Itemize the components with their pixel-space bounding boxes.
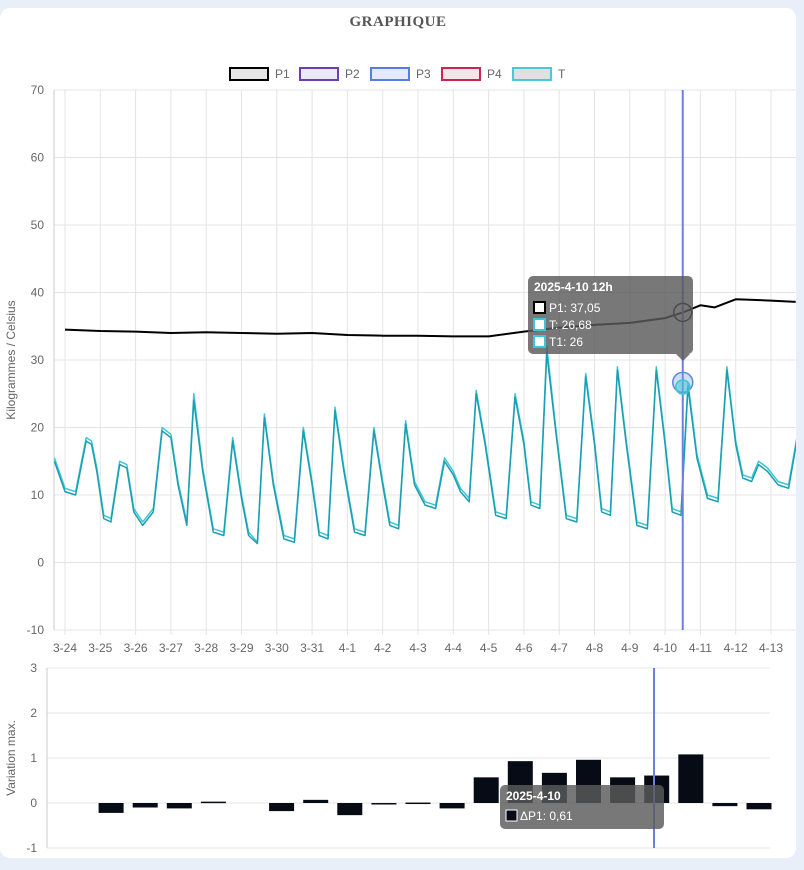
top-x-tick-label: 3-31 (300, 641, 324, 655)
top-x-tick-label: 4-9 (621, 641, 639, 655)
tooltip-top-line: T: 26,68 (549, 318, 592, 332)
top-x-tick-label: 4-5 (480, 641, 498, 655)
tooltip-top-swatch (533, 335, 546, 348)
top-chart-grid (54, 89, 796, 635)
bottom-chart-axis: -1 0 1 2 3 Variation max. (4, 661, 48, 855)
tooltip-top-line: T1: 26 (549, 335, 583, 349)
top-y-tick-label: 20 (31, 421, 45, 435)
tooltip-top-swatch (533, 318, 546, 331)
tooltip-bottom-line: ΔP1: 0,61 (520, 809, 573, 823)
top-x-tick-label: 3-25 (88, 641, 112, 655)
top-x-tick-label: 4-13 (759, 641, 783, 655)
legend-item-p1[interactable]: P1 (229, 67, 290, 81)
top-x-tick-label: 4-10 (653, 641, 677, 655)
legend-item-p2[interactable]: P2 (299, 67, 360, 81)
top-x-tick-label: 4-7 (551, 641, 569, 655)
bar-4-5 (473, 777, 499, 803)
chart-title: GRAPHIQUE (349, 14, 447, 30)
top-y-tick-label: 0 (37, 556, 44, 570)
top-y-tick-label: 70 (31, 83, 45, 97)
top-y-tick-label: 30 (31, 353, 45, 367)
legend-swatch-p4 (441, 67, 481, 81)
legend-label-t: T (558, 67, 566, 81)
top-x-tick-label: 3-28 (194, 641, 218, 655)
bar-4-1 (337, 803, 363, 816)
tooltip-top: 2025-4-10 12h P1: 37,05 T: 26,68 T1: 26 (528, 276, 693, 361)
series-line-p1 (64, 298, 796, 338)
bar-4-11 (678, 754, 704, 803)
bar-3-26 (132, 803, 158, 808)
bottom-y-tick-label: -1 (26, 841, 37, 855)
top-y-tick-label: 40 (31, 286, 45, 300)
tooltip-bottom-swatch (505, 809, 518, 822)
top-x-tick-label: 4-8 (586, 641, 604, 655)
bar-4-13 (746, 803, 772, 810)
top-x-tick-label: 4-11 (689, 641, 712, 655)
bar-3-31 (303, 799, 329, 803)
top-x-tick-label: 4-2 (374, 641, 392, 655)
legend-swatch-p1 (229, 67, 269, 81)
top-x-tick-label: 4-3 (409, 641, 427, 655)
legend-label-p2: P2 (345, 67, 360, 81)
top-x-tick-label: 4-6 (515, 641, 533, 655)
top-chart-series (54, 298, 796, 545)
legend-swatch-p3 (370, 67, 410, 81)
bottom-y-tick-label: 2 (30, 706, 37, 720)
tooltip-bottom: 2025-4-10 ΔP1: 0,61 (500, 785, 664, 829)
top-x-tick-label: 4-12 (724, 641, 748, 655)
top-x-tick-label: 4-1 (339, 641, 357, 655)
top-y-tick-label: -10 (27, 623, 45, 637)
top-x-tick-label: 3-27 (159, 641, 183, 655)
bar-3-28 (200, 801, 226, 804)
bar-4-3 (405, 802, 431, 805)
bar-4-4 (439, 803, 465, 809)
legend-label-p4: P4 (487, 67, 502, 81)
tooltip-bottom-title: 2025-4-10 (506, 789, 561, 803)
top-y-tick-label: 10 (31, 488, 45, 502)
tooltip-top-title: 2025-4-10 12h (534, 280, 613, 294)
series-line-t1 (54, 352, 796, 545)
bar-4-12 (712, 803, 738, 807)
legend-label-p1: P1 (275, 67, 290, 81)
hover-point-t1 (675, 379, 691, 395)
legend-item-t[interactable]: T (512, 67, 566, 81)
legend-swatch-t (512, 67, 552, 81)
legend[interactable]: P1 P2 P3 P4 T (229, 67, 566, 81)
top-y-tick-label: 60 (31, 151, 45, 165)
top-y-tick-label: 50 (31, 218, 45, 232)
top-x-tick-label: 3-26 (124, 641, 148, 655)
bottom-y-axis-label: Variation max. (4, 720, 18, 796)
legend-swatch-p2 (299, 67, 339, 81)
legend-label-p3: P3 (416, 67, 431, 81)
bottom-y-tick-label: 3 (30, 661, 37, 675)
top-y-axis-label: Kilogrammes / Celsius (4, 300, 18, 419)
bar-3-25 (98, 803, 124, 813)
top-x-tick-label: 3-29 (229, 641, 253, 655)
top-x-tick-label: 3-24 (53, 641, 77, 655)
legend-item-p3[interactable]: P3 (370, 67, 431, 81)
bar-4-2 (371, 803, 397, 805)
legend-item-p4[interactable]: P4 (441, 67, 502, 81)
bottom-y-tick-label: 1 (30, 751, 37, 765)
tooltip-top-line: P1: 37,05 (549, 301, 601, 315)
tooltip-top-caret (676, 354, 690, 361)
tooltip-top-box (528, 276, 693, 354)
bar-3-30 (269, 803, 295, 812)
bottom-y-tick-label: 0 (30, 796, 37, 810)
top-x-tick-label: 3-30 (265, 641, 289, 655)
bottom-chart-bars (98, 754, 772, 816)
tooltip-bottom-box (500, 785, 664, 829)
bar-3-27 (166, 803, 192, 809)
top-chart-axis: -10 0 10 20 30 40 50 60 70 3-24 3-25 3-26 3-27 3-28 3-… (4, 83, 783, 655)
top-x-tick-label: 4-4 (445, 641, 463, 655)
tooltip-top-swatch (533, 301, 546, 314)
